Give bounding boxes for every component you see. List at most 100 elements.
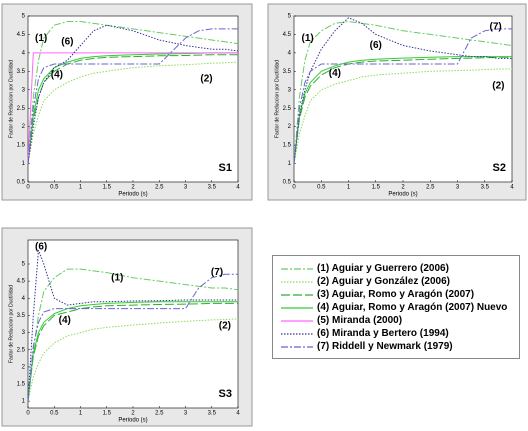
series-line <box>27 250 238 402</box>
panel-label: S2 <box>493 162 506 174</box>
annotation: (6) <box>61 36 73 47</box>
series-line <box>27 28 238 164</box>
series-line <box>293 28 512 164</box>
y-tick-label: 2 <box>22 364 26 370</box>
x-tick-label: 2.5 <box>155 185 164 191</box>
annotation: (4) <box>51 70 63 81</box>
y-tick-label: 2.5 <box>17 347 26 353</box>
y-tick-label: 3.5 <box>283 69 292 75</box>
y-axis-label: Factor de Reduccion por Ductilidad <box>8 60 14 138</box>
legend-entry: (6) Miranda y Bertero (1994) <box>277 328 513 340</box>
y-axis-label: Factor de Reduccion por Ductilidad <box>8 285 14 363</box>
plot-area <box>27 15 239 183</box>
x-axis-label: Periodo (s) <box>118 192 147 198</box>
y-tick-label: 2 <box>22 124 26 130</box>
legend-label: (3) Aguiar, Romo y Aragón (2007) <box>317 289 475 300</box>
y-tick-label: 1 <box>288 161 292 167</box>
x-tick-label: 0.5 <box>50 411 59 417</box>
y-tick-label: 3 <box>288 87 292 93</box>
chart: 0 0.5 1 1.5 2 2.5 3 3.5 40.511.522.533.544.55Per… <box>267 3 527 201</box>
x-tick-label: 1.5 <box>103 185 112 191</box>
y-tick-label: 2.5 <box>283 106 292 112</box>
x-tick-label: 2 <box>131 411 135 417</box>
legend-entry: (2) Aguiar y González (2006) <box>277 276 513 288</box>
x-tick-label: 0.5 <box>50 185 59 191</box>
series-line <box>27 268 239 402</box>
y-tick-label: 4 <box>288 50 292 56</box>
chart: 0 0.5 1 1.5 2 2.5 3 3.5 40.511.522.533.544.55Per… <box>1 3 253 201</box>
legend-swatch <box>281 294 313 296</box>
x-tick-label: 3.5 <box>208 185 217 191</box>
x-tick-label: 3.5 <box>481 185 490 191</box>
x-axis-label: Periodo (s) <box>388 192 417 198</box>
legend-swatch <box>281 281 313 283</box>
y-tick-label: 0.5 <box>283 180 292 186</box>
x-axis-label: Periodo (s) <box>118 418 147 424</box>
x-tick-label: 2 <box>401 185 405 191</box>
series-line <box>27 24 239 164</box>
y-tick-label: 1 <box>22 161 26 167</box>
legend-entry: (5) Miranda (2000) <box>277 315 513 327</box>
series-line <box>293 20 513 164</box>
x-tick-label: 2.5 <box>426 185 435 191</box>
y-tick-label: 4 <box>22 296 26 302</box>
legend-label: (7) Riddell y Newmark (1979) <box>317 341 453 352</box>
annotation: (6) <box>370 40 382 51</box>
series-line <box>27 21 239 164</box>
plot-area <box>293 15 513 183</box>
plot-area <box>27 239 239 409</box>
y-tick-label: 0.5 <box>17 180 26 186</box>
annotation: (2) <box>200 73 212 84</box>
annotation: (4) <box>329 68 341 79</box>
legend: (1) Aguiar y Guerrero (2006) (2) Aguiar y… <box>272 255 520 359</box>
y-tick-label: 1.5 <box>17 143 26 149</box>
x-tick-label: 1 <box>347 185 351 191</box>
x-tick-label: 3 <box>184 185 188 191</box>
panel-label: S3 <box>219 388 232 400</box>
x-tick-label: 1.5 <box>372 185 381 191</box>
x-tick-label: 1 <box>79 185 83 191</box>
x-tick-label: 4 <box>236 185 240 191</box>
legend-label: (2) Aguiar y González (2006) <box>317 276 450 287</box>
legend-entry: (7) Riddell y Newmark (1979) <box>277 341 513 353</box>
series-line <box>293 17 512 164</box>
annotation: (2) <box>219 320 231 331</box>
legend-swatch <box>281 320 313 322</box>
legend-swatch <box>281 346 313 348</box>
legend-label: (4) Aguiar, Romo y Aragón (2007) Nuevo <box>317 302 508 313</box>
annotation: (7) <box>211 267 223 278</box>
y-tick-label: 4.5 <box>17 279 26 285</box>
legend-label: (5) Miranda (2000) <box>317 315 403 326</box>
series-line <box>27 301 238 402</box>
y-tick-label: 4.5 <box>17 32 26 38</box>
y-tick-label: 3 <box>22 330 26 336</box>
y-tick-label: 3.5 <box>17 313 26 319</box>
y-tick-label: 5 <box>288 14 292 20</box>
x-tick-label: 3 <box>456 185 460 191</box>
annotation: (2) <box>492 81 504 92</box>
x-tick-label: 0 <box>292 185 296 191</box>
series-line <box>27 52 238 164</box>
y-tick-label: 5 <box>22 14 26 20</box>
annotation: (1) <box>302 33 314 44</box>
annotation: (1) <box>111 272 123 283</box>
series-line <box>27 318 239 402</box>
series-line <box>27 302 238 402</box>
annotation: (1) <box>35 33 47 44</box>
y-tick-label: 3.5 <box>17 69 26 75</box>
y-tick-label: 3 <box>22 87 26 93</box>
annotation: (4) <box>59 315 71 326</box>
x-tick-label: 1.5 <box>103 411 112 417</box>
x-tick-label: 3.5 <box>208 411 217 417</box>
series-line <box>293 56 512 164</box>
series-line <box>27 61 239 164</box>
legend-entry: (1) Aguiar y Guerrero (2006) <box>277 263 513 275</box>
x-tick-label: 0 <box>26 185 30 191</box>
legend-swatch <box>281 333 313 335</box>
x-tick-label: 3 <box>184 411 188 417</box>
y-tick-label: 4 <box>22 50 26 56</box>
legend-swatch <box>281 268 313 270</box>
legend-label: (6) Miranda y Bertero (1994) <box>317 328 449 339</box>
y-tick-label: 1.5 <box>283 143 292 149</box>
